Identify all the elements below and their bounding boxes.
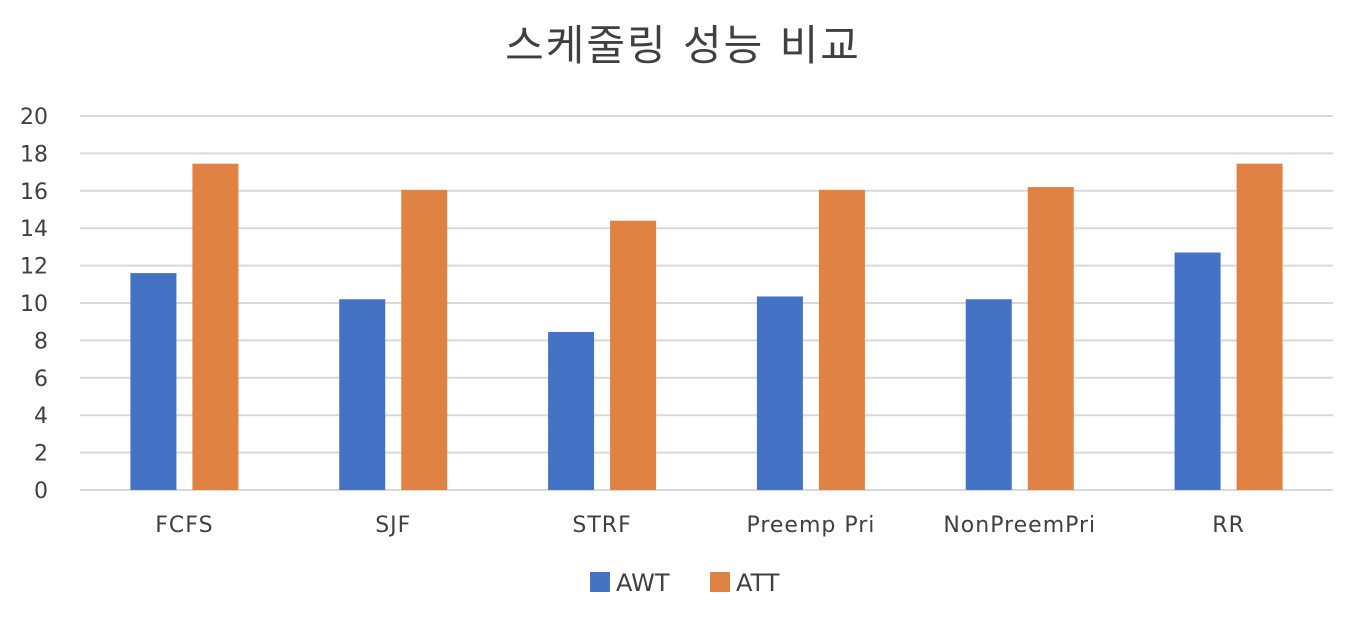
bar-att bbox=[192, 163, 239, 490]
y-tick-label: 14 bbox=[20, 217, 48, 242]
x-tick-label: STRF bbox=[572, 513, 631, 538]
bar-att bbox=[818, 189, 865, 491]
x-tick-label: NonPreemPri bbox=[943, 513, 1096, 538]
bar-att bbox=[1027, 187, 1074, 490]
y-tick-label: 18 bbox=[20, 142, 48, 167]
bar-awt bbox=[756, 296, 803, 490]
y-tick-label: 16 bbox=[20, 180, 48, 205]
bar-awt bbox=[965, 299, 1012, 490]
bar-att bbox=[401, 189, 448, 491]
legend-label: ATT bbox=[736, 569, 780, 597]
bar-awt bbox=[1174, 252, 1221, 490]
y-tick-label: 0 bbox=[34, 479, 48, 504]
legend-label: AWT bbox=[616, 569, 670, 597]
y-tick-label: 4 bbox=[34, 404, 48, 429]
legend-swatch-awt bbox=[590, 572, 610, 592]
y-tick-label: 8 bbox=[34, 329, 48, 354]
x-tick-label: Preemp Pri bbox=[746, 513, 875, 538]
bar-att bbox=[1236, 163, 1283, 490]
bar-awt bbox=[548, 331, 595, 490]
bar-awt bbox=[339, 299, 386, 490]
y-tick-label: 12 bbox=[20, 255, 48, 280]
y-tick-label: 20 bbox=[20, 105, 48, 130]
x-tick-label: RR bbox=[1212, 513, 1245, 538]
y-tick-label: 10 bbox=[20, 292, 48, 317]
bar-att bbox=[610, 220, 657, 490]
y-tick-label: 2 bbox=[34, 442, 48, 467]
bar-awt bbox=[130, 273, 177, 490]
chart-title: 스케줄링 성능 비교 bbox=[505, 21, 861, 70]
x-tick-label: SJF bbox=[375, 513, 411, 538]
y-tick-label: 6 bbox=[34, 367, 48, 392]
x-tick-label: FCFS bbox=[155, 513, 213, 538]
legend-swatch-att bbox=[710, 572, 730, 592]
